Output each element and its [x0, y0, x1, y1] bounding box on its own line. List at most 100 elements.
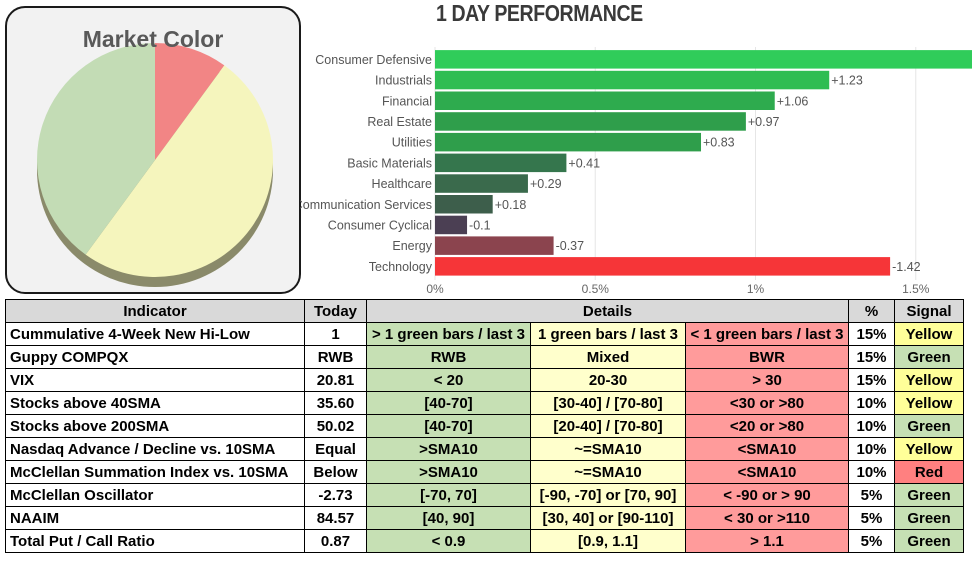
pie-slice-yellow [85, 65, 273, 277]
bar [435, 257, 891, 276]
category-label: Energy [392, 239, 432, 253]
green-threshold-cell: >SMA10 [366, 460, 531, 484]
bar [435, 70, 830, 90]
red-threshold-cell: > 30 [685, 368, 849, 392]
red-threshold-cell: > 1.1 [685, 529, 849, 553]
signal-cell: Green [894, 506, 964, 530]
bar [435, 174, 528, 193]
category-label: Basic Materials [347, 156, 432, 170]
today-cell: Equal [304, 437, 367, 461]
green-threshold-cell: [-70, 70] [366, 483, 531, 507]
signal-cell: Yellow [894, 322, 964, 346]
value-label: -0.1 [469, 218, 491, 232]
weight-cell: 10% [848, 460, 895, 484]
header-today: Today [304, 299, 367, 323]
yellow-threshold-cell: Mixed [530, 345, 686, 369]
green-threshold-cell: [40-70] [366, 414, 531, 438]
weight-cell: 15% [848, 345, 895, 369]
weight-cell: 10% [848, 391, 895, 415]
yellow-threshold-cell: 1 green bars / last 3 [530, 322, 686, 346]
red-threshold-cell: < 1 green bars / last 3 [685, 322, 849, 346]
category-label: Industrials [375, 74, 432, 88]
today-cell: 50.02 [304, 414, 367, 438]
category-label: Utilities [392, 136, 432, 150]
red-threshold-cell: < -90 or > 90 [685, 483, 849, 507]
yellow-threshold-cell: 20-30 [530, 368, 686, 392]
value-label: +1.06 [777, 94, 809, 108]
signal-cell: Yellow [894, 391, 964, 415]
value-label: -0.37 [556, 239, 585, 253]
value-label: +0.41 [568, 156, 600, 170]
yellow-threshold-cell: [20-40] / [70-80] [530, 414, 686, 438]
category-label: Consumer Cyclical [328, 218, 432, 232]
table-row: Guppy COMPQX RWB RWB Mixed BWR 15% Green [5, 345, 964, 369]
x-tick-label: 0% [426, 282, 444, 296]
bar [435, 91, 775, 110]
red-threshold-cell: <30 or >80 [685, 391, 849, 415]
table-row: Total Put / Call Ratio 0.87 < 0.9 [0.9, 1.1… [5, 529, 964, 553]
today-cell: Below [304, 460, 367, 484]
red-threshold-cell: <20 or >80 [685, 414, 849, 438]
indicator-cell: McClellan Summation Index vs. 10SMA [5, 460, 305, 484]
x-tick-label: 1.5% [902, 282, 930, 296]
yellow-threshold-cell: [30-40] / [70-80] [530, 391, 686, 415]
market-color-card: Market Color [5, 6, 301, 294]
today-cell: RWB [304, 345, 367, 369]
indicator-cell: VIX [5, 368, 305, 392]
market-color-pie [36, 43, 273, 287]
header-indicator: Indicator [5, 299, 305, 323]
today-cell: 0.87 [304, 529, 367, 553]
table-row: NAAIM 84.57 [40, 90] [30, 40] or [90-110] < … [5, 506, 964, 530]
green-threshold-cell: [40-70] [366, 391, 531, 415]
signal-cell: Yellow [894, 437, 964, 461]
table-row: Stocks above 40SMA 35.60 [40-70] [30-40] / … [5, 391, 964, 415]
green-threshold-cell: [40, 90] [366, 506, 531, 530]
green-threshold-cell: >SMA10 [366, 437, 531, 461]
market-color-title: Market Color [82, 26, 224, 52]
yellow-threshold-cell: [0.9, 1.1] [530, 529, 686, 553]
weight-cell: 5% [848, 506, 895, 530]
category-label: Consumer Defensive [315, 53, 432, 67]
indicator-cell: Stocks above 200SMA [5, 414, 305, 438]
chart-title: 1 DAY PERFORMANCE [436, 0, 643, 26]
signal-cell: Green [894, 414, 964, 438]
today-cell: -2.73 [304, 483, 367, 507]
weight-cell: 5% [848, 483, 895, 507]
indicator-table: Indicator Today Details % Signal Cummula… [5, 299, 964, 553]
header-signal: Signal [894, 299, 964, 323]
weight-cell: 10% [848, 414, 895, 438]
weight-cell: 15% [848, 368, 895, 392]
weight-cell: 15% [848, 322, 895, 346]
bar [435, 195, 493, 214]
table-row: Cummulative 4-Week New Hi-Low 1 > 1 green … [5, 322, 964, 346]
value-label: +0.83 [703, 136, 735, 150]
x-tick-label: 1% [747, 282, 765, 296]
red-threshold-cell: BWR [685, 345, 849, 369]
red-threshold-cell: < 30 or >110 [685, 506, 849, 530]
yellow-threshold-cell: [-90, -70] or [70, 90] [530, 483, 686, 507]
category-label: Communication Services [300, 198, 432, 212]
green-threshold-cell: > 1 green bars / last 3 [366, 322, 531, 346]
value-label: +0.18 [495, 198, 527, 212]
weight-cell: 10% [848, 437, 895, 461]
bar [435, 215, 468, 235]
table-row: VIX 20.81 < 20 20-30 > 30 15% Yellow [5, 368, 964, 392]
category-label: Healthcare [372, 177, 432, 191]
bar [435, 50, 972, 69]
performance-bar-chart: 0%0.5%1%1.5%2%Consumer Defensive+1.91Ind… [300, 47, 972, 296]
x-tick-label: 0.5% [582, 282, 610, 296]
header-details: Details [366, 299, 849, 323]
green-threshold-cell: < 20 [366, 368, 531, 392]
indicator-cell: McClellan Oscillator [5, 483, 305, 507]
yellow-threshold-cell: ~=SMA10 [530, 460, 686, 484]
today-cell: 20.81 [304, 368, 367, 392]
red-threshold-cell: <SMA10 [685, 460, 849, 484]
value-label: +0.29 [530, 177, 562, 191]
today-cell: 84.57 [304, 506, 367, 530]
pie-slice-green [36, 43, 155, 255]
table-row: Nasdaq Advance / Decline vs. 10SMA Equal >… [5, 437, 964, 461]
bar [435, 132, 702, 152]
bar [435, 236, 554, 255]
table-row: McClellan Oscillator -2.73 [-70, 70] [-90, … [5, 483, 964, 507]
indicator-cell: NAAIM [5, 506, 305, 530]
